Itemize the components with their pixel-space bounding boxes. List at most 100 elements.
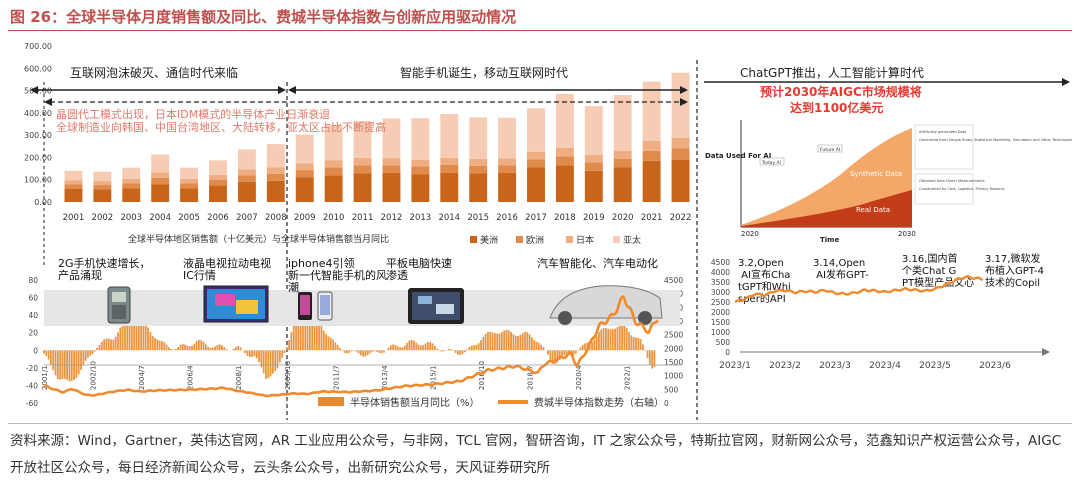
bar-2007-3	[237, 149, 256, 170]
top-x-tick-label: 2011	[352, 213, 374, 223]
yoy-bar	[281, 350, 284, 358]
yoy-bar	[309, 311, 311, 351]
yoy-bar	[406, 342, 408, 351]
yoy-bar	[158, 340, 161, 351]
bar-2013-3	[411, 118, 430, 160]
legend-label-america: 美洲	[480, 234, 498, 246]
bar-2015-3	[469, 117, 488, 159]
bar-2020-0	[613, 167, 632, 202]
bar-2010-1	[324, 167, 343, 176]
right-panel-x-tick-label: 2023/3	[819, 361, 851, 371]
yoy-bar	[440, 350, 443, 352]
yoy-bar	[137, 317, 140, 351]
top-x-tick-label: 2017	[525, 213, 547, 223]
bar-2021-0	[642, 160, 661, 202]
right-panel-x-ticks: 2023/1 2023/2 2023/3 2023/4 2023/5 2023/6	[719, 361, 1011, 371]
annotation-line-2: 全球制造业向韩国、中国台湾地区、大陆转移，亚太区占比不断提高	[56, 120, 386, 134]
inset-xlabel: Time	[820, 236, 839, 244]
era-label-3: ChatGPT推出，人工智能计算时代	[740, 65, 924, 80]
right-y-tick-label: 2000	[664, 344, 683, 353]
top-x-tick-label: 2004	[149, 213, 171, 223]
yoy-bar	[457, 350, 459, 355]
bar-2014-1	[440, 165, 459, 174]
yoy-bar	[216, 345, 219, 351]
yoy-bar	[184, 344, 186, 351]
event-2g-line: 2G手机快速增长，	[58, 256, 151, 270]
yoy-bar	[100, 341, 103, 351]
bar-2022-0	[671, 159, 690, 202]
yoy-bar	[556, 350, 559, 363]
yoy-bar	[477, 343, 480, 351]
bar-2010-0	[324, 175, 343, 202]
yoy-bar	[165, 344, 168, 351]
bottom-x-tick-label: 2006/4	[187, 365, 195, 390]
yoy-bar	[616, 327, 619, 351]
bar-2002-2	[93, 181, 112, 186]
yoy-bar	[593, 339, 596, 351]
yoy-bar	[290, 331, 293, 351]
inset-note-3: Obtained from Direct Measurements	[919, 179, 985, 183]
top-x-tick-label: 2007	[236, 213, 258, 223]
yoy-bar	[403, 345, 406, 351]
yoy-bar	[251, 350, 254, 357]
yoy-bar	[359, 350, 362, 356]
yoy-bar	[235, 346, 237, 351]
bar-2018-2	[555, 147, 574, 157]
yoy-bar	[329, 337, 332, 351]
yoy-bar	[424, 343, 427, 351]
yoy-bar	[429, 341, 432, 351]
source-rule	[8, 423, 1072, 424]
era-label-1: 互联网泡沫破灭、通信时代来临	[70, 65, 238, 80]
yoy-bar	[350, 350, 353, 352]
top-x-ticks: 2001 2002 2003 2004 2005 2006 2007 2008 2009 2010…	[63, 213, 692, 223]
yoy-bar	[530, 337, 533, 351]
bar-2004-0	[151, 184, 170, 202]
yoy-bar	[272, 350, 274, 374]
bar-2007-2	[237, 169, 256, 176]
yoy-bar	[299, 305, 302, 351]
bar-2003-3	[122, 167, 141, 179]
left-y-tick-label: 80	[28, 276, 38, 285]
bar-2022-2	[671, 137, 690, 149]
yoy-bar	[574, 350, 577, 354]
bar-2015-0	[469, 173, 488, 202]
yoy-bar	[491, 332, 494, 351]
legend-swatch-japan	[566, 236, 573, 243]
right-panel-x-tick-label: 2023/1	[719, 361, 751, 371]
yoy-bar	[362, 350, 364, 357]
yoy-bar	[262, 350, 265, 374]
yoy-bar	[181, 344, 184, 351]
bar-2017-2	[527, 151, 545, 160]
inset-note-4: Constrained by Cost, Logistics, Privacy …	[919, 187, 1005, 191]
bar-2006-0	[209, 185, 227, 202]
yoy-bar	[332, 339, 334, 351]
yoy-bar	[336, 344, 339, 351]
yoy-bar	[144, 322, 147, 351]
right-panel-x-tick-label: 2023/2	[769, 361, 801, 371]
ai-event-4: 3.17,微软发布植入GPT-4 技术的Copil	[985, 252, 1044, 289]
yoy-bar	[514, 335, 517, 351]
yoy-bar	[128, 318, 131, 351]
top-x-tick-label: 2008	[265, 213, 287, 223]
yoy-bar	[221, 345, 223, 351]
bottom-x-tick-label: 2011/7	[332, 365, 340, 390]
bar-2016-1	[498, 165, 517, 174]
bar-2020-3	[613, 95, 632, 151]
inset-x-start: 2020	[741, 230, 759, 238]
yoy-bar	[149, 332, 152, 351]
yoy-bar	[161, 341, 163, 351]
top-x-tick-label: 2013	[410, 213, 432, 223]
event-text-auto: 汽车智能化、汽车电动化	[537, 256, 658, 270]
yoy-bar	[602, 328, 605, 351]
yoy-bar	[357, 350, 360, 354]
bar-2003-0	[122, 188, 141, 202]
bar-2008-1	[266, 173, 285, 181]
top-x-tick-label: 2014	[438, 213, 460, 223]
yoy-bar	[498, 333, 501, 351]
era-arrow-3	[704, 78, 1070, 86]
bottom-x-tick-label: 2020/4	[575, 365, 583, 390]
top-y-axis: 0.00100.00200.00300.00400.00500.00600.00…	[24, 42, 52, 207]
event-iphone-line: iphone4引领	[288, 256, 354, 270]
yoy-bar	[285, 347, 288, 351]
yoy-bar	[334, 342, 337, 351]
